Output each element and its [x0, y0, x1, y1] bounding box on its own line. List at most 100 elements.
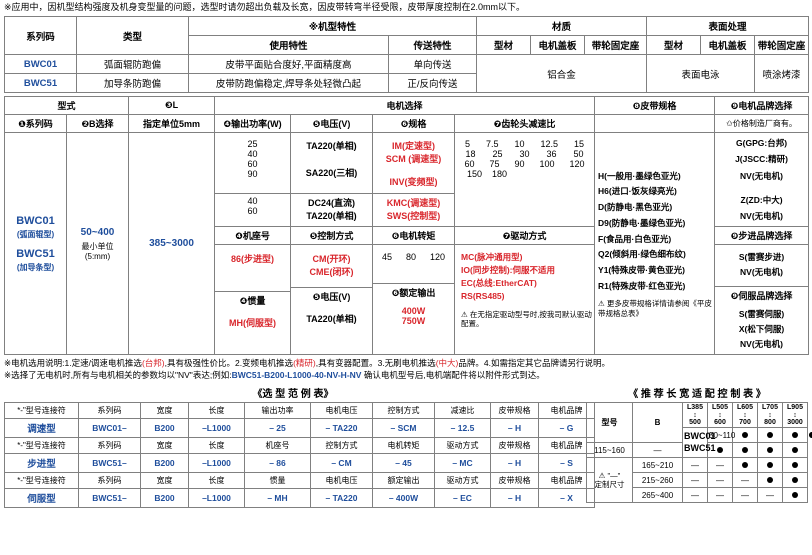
table-row: 调速型 BWC01– B200 –L1000 – 25 – TA220 – SC…	[4, 418, 595, 439]
table-row: 115~160 —	[586, 442, 808, 459]
example-header-c-1: 宽度	[140, 472, 189, 490]
col-header-seat: ❹机座号	[214, 225, 292, 245]
torque-45: 45	[382, 251, 393, 262]
group-header-brand: ❾电机品牌选择	[714, 96, 810, 116]
cell-power-list-2: 40 60	[214, 193, 292, 227]
header-machine-type: ※机型特性	[188, 16, 477, 37]
group-header-model: 型式	[3, 96, 130, 116]
voltage-ta220-servo: TA220(单相)	[306, 313, 357, 324]
material-value: 铝合金	[475, 54, 648, 94]
example-table: *-"型号连接符 系列码 宽度 长度 输出功率 电机电压 控制方式 减速比 皮带…	[4, 402, 595, 509]
example-val-c-2: –L1000	[188, 488, 245, 509]
table-row: 系列码 类型 ※机型特性 材质 表面处理	[4, 16, 810, 56]
table-row: 步进型 BWC51– B200 –L1000 – 86 – CM – 45 – …	[4, 453, 595, 474]
power-value-25: 25	[247, 139, 258, 150]
example-val-b-4: – CM	[310, 453, 373, 474]
recommend-cell-2-4	[782, 457, 808, 474]
example-header-b-4: 控制方式	[310, 437, 373, 455]
cell-voltage-1: TA220(单相) SA220(三相)	[290, 132, 374, 195]
torque-80: 80	[405, 251, 416, 262]
recommend-table: 型号 B L385 ↕ 500 L505 ↕ 600 L605 ↕	[586, 402, 812, 504]
power-value-40b: 40	[247, 196, 258, 207]
example-val-a-0: BWC01–	[78, 418, 141, 439]
header-motor-cover: 电机盖板	[530, 35, 585, 56]
example-val-a-7: – H	[490, 418, 539, 439]
header-type: 类型	[76, 16, 189, 56]
ratio-row-1: 5 7.5 10 12.5 15	[457, 139, 592, 149]
cell-series-codes: BWC01 (弧面辊型) BWC51 (加导条型)	[4, 132, 67, 356]
example-header-c-2: 长度	[188, 472, 245, 490]
belt-spec-y1: Y1(特殊皮带·黄色亚光)	[598, 265, 685, 276]
warning-icon: ⚠	[598, 299, 605, 309]
ratio-row-3: 60 75 90 100 120	[457, 159, 592, 169]
spec-kmc: KMC(调速型)	[386, 198, 441, 209]
cell-stepper-servo-brands: S(雷赛步进) NV(无电机) ❾伺服品牌选择 S(雷赛伺服) X(松下伺服) …	[714, 243, 810, 356]
example-val-b-1: B200	[140, 453, 189, 474]
recommend-cell-2-0: —	[682, 457, 708, 474]
recommend-col-b: B	[632, 402, 683, 444]
transmit-bwc51: 正/反向传送	[388, 73, 477, 94]
table-row: 型号 B L385 ↕ 500 L505 ↕ 600 L605 ↕	[586, 402, 808, 444]
power-value-60b: 60	[247, 206, 258, 217]
header-motor-cover-2: 电机盖板	[700, 35, 756, 56]
drive-mc: MC(脉冲通用型)	[461, 251, 523, 262]
example-val-b-0: BWC51–	[78, 453, 141, 474]
col-header-series: ❶系列码	[4, 114, 67, 134]
header-series: 系列码	[4, 16, 77, 56]
example-val-a-3: – 25	[244, 418, 311, 439]
rated-400w: 400W	[401, 305, 426, 316]
ratio-12p5: 12.5	[540, 139, 559, 150]
recommend-b-3: 165~210	[632, 457, 683, 474]
brand-jscc: J(JSCC:精研)	[735, 154, 788, 165]
power-value-60: 60	[247, 159, 258, 170]
col-header-stepper-brand: ❾步进品牌选择	[714, 225, 810, 245]
recommend-cell-4-1: —	[707, 487, 733, 504]
belt-warning-text: 更多皮带规格详情请参阅《平皮带规格总表》	[598, 299, 712, 319]
cell-belt-specs: H(一般用·墨绿色亚光) H6(进口·饭灰绿亮光) D(防静电·黑色亚光) D9…	[594, 132, 716, 356]
ratio-row-2: 18 25 30 36 50	[457, 149, 592, 159]
col-header-brand-note: ✩价格制造厂商有。	[714, 114, 810, 134]
ratio-25: 25	[492, 149, 503, 160]
example-header-b-7: 皮带规格	[490, 437, 539, 455]
rated-750w: 750W	[401, 315, 426, 326]
belt-spec-d9: D9(防静电·墨绿色亚光)	[598, 217, 686, 228]
brand-nv-2: NV(无电机)	[740, 210, 784, 221]
cell-ratio-values: 5 7.5 10 12.5 15 18 25 30 36 50 60 75 90	[454, 132, 596, 227]
example-header-a-2: 长度	[188, 402, 245, 420]
col-header-power: ❹输出功率(W)	[214, 114, 292, 134]
example-header-c-0: 系列码	[78, 472, 141, 490]
example-header-a-1: 宽度	[140, 402, 189, 420]
power-value-40: 40	[247, 149, 258, 160]
voltage-ta220-single-b: TA220(单相)	[306, 211, 357, 222]
belt-warning: ⚠ ⚠ 更多皮带规格详情请参阅《平皮带规格总表》 更多皮带规格详情请参阅《平皮带…	[598, 299, 712, 319]
ratio-18: 18	[465, 149, 476, 160]
ratio-150: 150	[467, 169, 483, 180]
voltage-sa220-three: SA220(三相)	[305, 168, 358, 179]
example-row-name-servo: 伺服型	[4, 488, 79, 509]
example-val-b-3: – 86	[244, 453, 311, 474]
group-header-length: ❸L	[128, 96, 216, 116]
example-val-c-7: – H	[490, 488, 539, 509]
table-row: ⚠ "—" 定制尺寸 165~210 — —	[586, 457, 808, 504]
col-header-torque: ❻电机转矩	[372, 225, 456, 245]
cell-l-range: 385~3000	[128, 132, 216, 356]
ratio-90: 90	[514, 159, 525, 170]
drive-ec: EC(总线:EtherCAT)	[461, 278, 537, 289]
example-val-c-8: – X	[538, 488, 595, 509]
example-header-a-3: 输出功率	[244, 402, 311, 420]
ratio-120: 120	[569, 159, 585, 170]
recommend-cell-0-0	[732, 427, 758, 444]
header-use-char: 使用特性	[188, 35, 389, 56]
ratio-36: 36	[546, 149, 557, 160]
table-row: BWC01 (弧面辊型) BWC51 (加导条型) 50~400 最小单位 (5…	[4, 132, 810, 356]
belt-spec-d: D(防静电·黑色亚光)	[598, 202, 673, 213]
header-surface: 表面处理	[646, 16, 810, 37]
header-material: 材质	[475, 16, 648, 37]
recommend-b-5: 265~400	[632, 487, 683, 504]
bottom-tables: 《选 型 范 例 表》 *-"型号连接符 系列码 宽度 长度 输出功率 电机电压…	[4, 384, 812, 509]
servo-brand-x: X(松下伺服)	[738, 323, 785, 334]
table-row: *-"型号连接符 系列码 宽度 长度 输出功率 电机电压 控制方式 减速比 皮带…	[4, 402, 595, 420]
recommend-col-l705: L705 ↕ 800	[757, 402, 783, 429]
example-val-c-0: BWC51–	[78, 488, 141, 509]
